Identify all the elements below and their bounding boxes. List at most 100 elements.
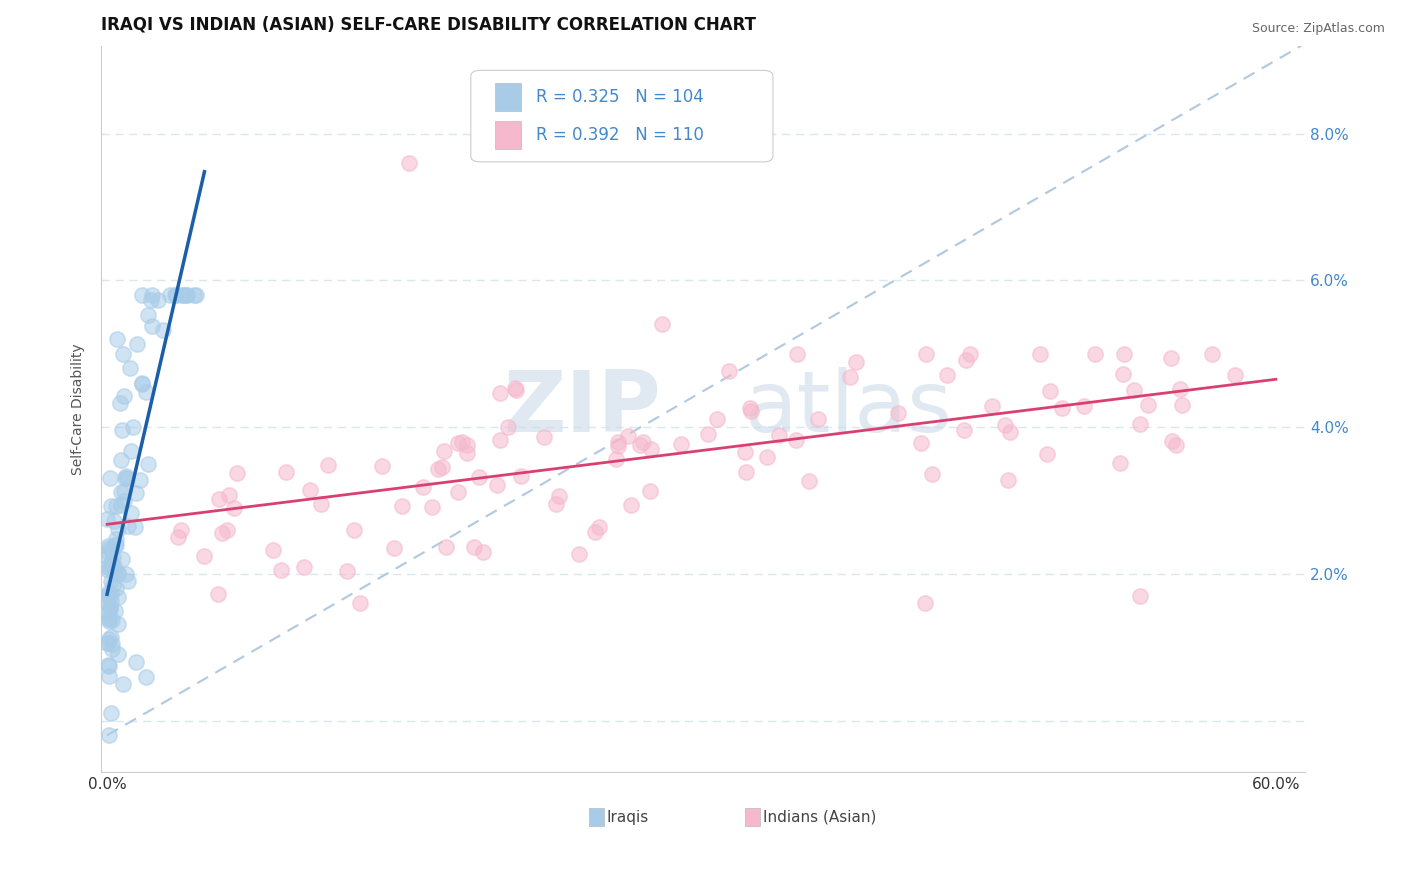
Point [738,401,761,415]
Point [910,436,932,450]
Point [412,480,434,494]
Point [108,396,131,410]
Point [128,474,150,488]
Point [845,354,868,368]
Point [620,499,643,513]
Point [100,574,122,589]
Point [98,612,121,626]
Point [110,498,132,512]
Point [914,596,936,610]
Point [420,500,443,514]
Point [606,434,628,449]
Point [100,555,122,569]
Point [120,444,142,458]
Point [172,288,194,302]
Point [588,519,610,533]
Point [97,588,120,602]
Point [274,466,297,480]
Point [1029,347,1052,361]
Point [631,434,654,449]
FancyBboxPatch shape [589,808,605,827]
Point [98,615,121,629]
Point [583,525,606,540]
Point [105,499,128,513]
Point [105,538,128,552]
Point [1112,368,1135,382]
Point [718,364,741,378]
Point [638,483,661,498]
Point [193,549,215,564]
Point [630,438,652,452]
Point [617,428,640,442]
Point [125,337,148,351]
Text: Source: ZipAtlas.com: Source: ZipAtlas.com [1251,22,1385,36]
Point [97,549,120,564]
Point [97,539,120,553]
Point [100,642,122,657]
Point [994,418,1017,433]
Point [107,590,129,604]
Point [125,655,148,669]
Point [1084,347,1107,361]
Point [103,558,125,573]
Point [110,484,132,499]
Point [98,561,121,575]
Point [799,474,821,488]
Point [101,578,124,592]
Point [107,616,129,631]
Point [887,406,910,420]
Point [222,500,245,515]
Point [103,566,125,580]
Point [136,457,159,471]
Point [98,471,121,485]
Point [146,293,169,307]
Point [110,453,132,467]
Point [141,318,163,333]
Point [786,347,808,361]
Point [96,511,118,525]
Point [547,489,569,503]
Point [121,507,143,521]
Point [104,532,127,546]
Point [980,400,1002,414]
Point [226,466,249,480]
Point [100,630,122,644]
Point [607,439,630,453]
Point [503,381,526,395]
Point [456,446,478,460]
Point [131,376,153,391]
Point [697,426,720,441]
Point [117,519,139,533]
Point [391,499,413,513]
Point [292,559,315,574]
Point [936,368,959,382]
Point [740,404,762,418]
Point [921,467,943,481]
Text: ZIP: ZIP [503,368,661,450]
Point [122,419,145,434]
Point [505,384,527,398]
Point [176,288,198,302]
Point [131,376,153,391]
Point [104,605,127,619]
Point [427,461,450,475]
Point [184,288,207,302]
Point [141,288,163,302]
Point [183,288,205,302]
Point [398,156,420,170]
Point [115,469,138,483]
Point [115,471,138,485]
Point [807,411,830,425]
Point [270,563,292,577]
Point [706,412,728,426]
Point [100,559,122,574]
Point [1171,399,1194,413]
Point [510,468,533,483]
Point [997,473,1019,487]
Point [107,647,129,661]
Point [471,545,494,559]
Point [447,436,470,450]
Point [915,347,938,361]
FancyBboxPatch shape [745,808,761,827]
Point [100,706,122,721]
